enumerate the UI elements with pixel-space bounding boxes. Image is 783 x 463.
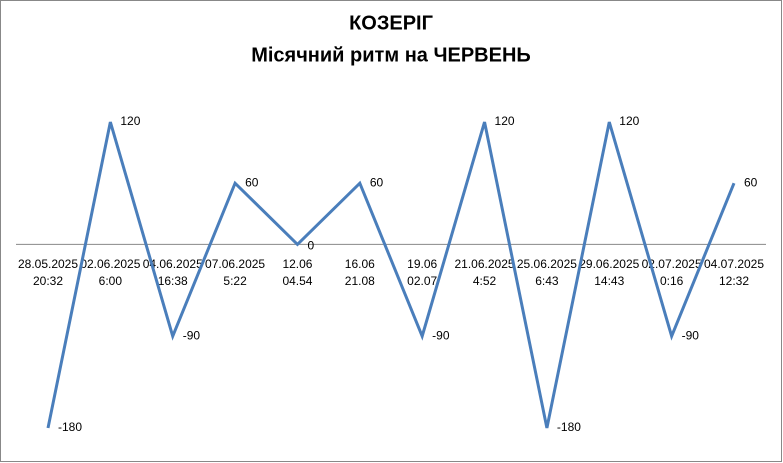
data-label: -90	[432, 328, 450, 342]
x-tick-label: 21.08	[345, 274, 375, 288]
x-tick-label: 02.06.2025	[80, 257, 140, 271]
chart-subtitle: Місячний ритм на ЧЕРВЕНЬ	[251, 44, 531, 66]
x-tick-label: 4:52	[473, 274, 497, 288]
x-tick-label: 6:43	[535, 274, 559, 288]
data-label: 120	[619, 114, 639, 128]
x-tick-label: 20:32	[33, 274, 63, 288]
data-label: 60	[370, 175, 384, 189]
x-tick-label: 04.54	[282, 274, 312, 288]
data-label: -180	[58, 420, 82, 434]
data-label: 120	[120, 114, 140, 128]
x-tick-label: 02.07.2025	[642, 257, 702, 271]
data-label: 120	[495, 114, 515, 128]
x-tick-label: 02.07	[407, 274, 437, 288]
x-tick-label: 0:16	[660, 274, 684, 288]
data-label: 60	[744, 175, 758, 189]
x-tick-label: 12.06	[282, 257, 312, 271]
data-label: 60	[245, 175, 259, 189]
data-label: -90	[183, 328, 201, 342]
x-tick-label: 16:38	[158, 274, 188, 288]
x-tick-label: 19.06	[407, 257, 437, 271]
x-tick-label: 6:00	[99, 274, 123, 288]
x-tick-label: 07.06.2025	[205, 257, 265, 271]
data-label: -90	[682, 328, 700, 342]
chart-title: КОЗЕРІГ	[349, 12, 433, 34]
x-tick-label: 29.06.2025	[579, 257, 639, 271]
x-tick-label: 14:43	[594, 274, 624, 288]
x-tick-label: 5:22	[223, 274, 247, 288]
x-tick-label: 25.06.2025	[517, 257, 577, 271]
data-line	[46, 121, 736, 429]
data-label: -180	[557, 420, 581, 434]
data-label: 0	[307, 239, 314, 253]
x-tick-label: 04.07.2025	[704, 257, 764, 271]
x-tick-label: 12:32	[719, 274, 749, 288]
x-tick-label: 16.06	[345, 257, 375, 271]
x-tick-label: 21.06.2025	[455, 257, 515, 271]
x-tick-label: 04.06.2025	[143, 257, 203, 271]
x-tick-label: 28.05.2025	[18, 257, 78, 271]
